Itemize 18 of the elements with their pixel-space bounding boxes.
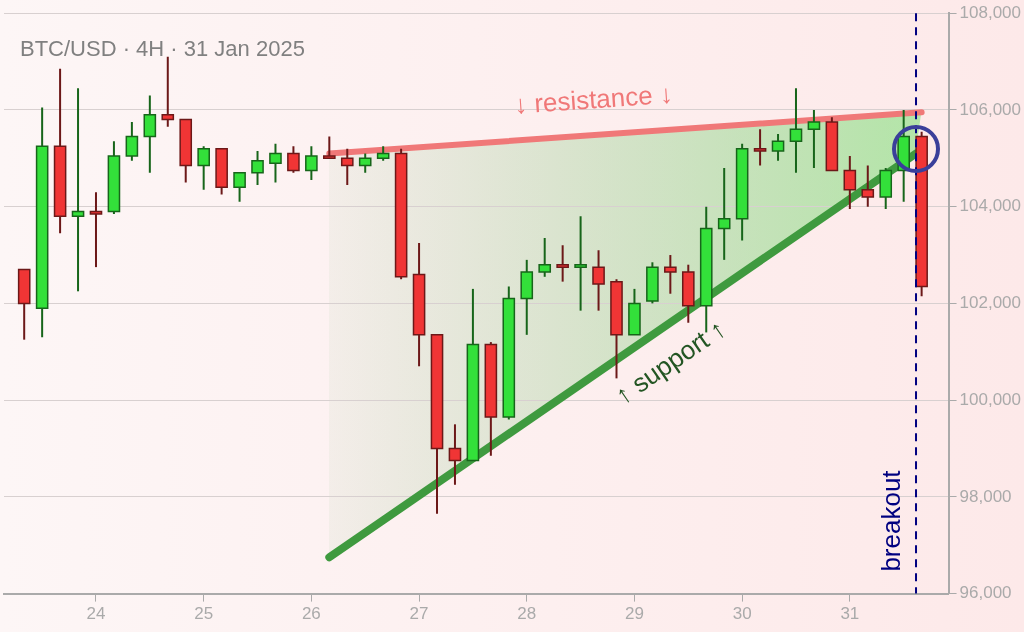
ref-line-label: breakout <box>876 469 907 572</box>
x-tick-label: 27 <box>409 604 429 624</box>
y-tick-label: 100,000 <box>959 389 1021 409</box>
x-tick-label: 26 <box>301 604 321 624</box>
x-tick-label: 30 <box>732 604 752 624</box>
y-tick-label: 98,000 <box>959 486 1012 506</box>
y-tick-label: 102,000 <box>959 293 1021 313</box>
y-tick-label: 108,000 <box>959 2 1021 22</box>
y-tick-label: 104,000 <box>959 196 1021 216</box>
x-tick-label: 28 <box>517 604 537 624</box>
x-tick-label: 24 <box>86 604 106 624</box>
x-tick-label: 29 <box>624 604 644 624</box>
x-tick-label: 25 <box>194 604 214 624</box>
annotation: ↓ resistance ↓ <box>513 78 674 120</box>
x-tick-label: 31 <box>840 604 860 624</box>
y-tick-label: 96,000 <box>959 583 1012 603</box>
text: BTC/USD · 4H · 31 Jan 2025 <box>20 36 305 62</box>
y-tick-label: 106,000 <box>959 99 1021 119</box>
